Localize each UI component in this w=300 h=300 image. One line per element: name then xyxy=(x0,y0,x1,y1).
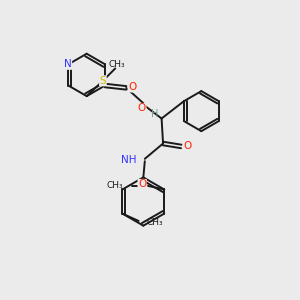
Text: O: O xyxy=(138,179,146,189)
Text: O: O xyxy=(138,103,146,113)
Text: N: N xyxy=(64,59,72,69)
Text: CH₃: CH₃ xyxy=(108,60,125,69)
Text: CH₃: CH₃ xyxy=(147,218,164,227)
Text: O: O xyxy=(128,82,136,92)
Text: CH₃: CH₃ xyxy=(107,182,124,190)
Text: NH: NH xyxy=(121,155,136,165)
Text: O: O xyxy=(183,142,191,152)
Text: S: S xyxy=(100,76,106,86)
Text: H: H xyxy=(151,109,158,119)
